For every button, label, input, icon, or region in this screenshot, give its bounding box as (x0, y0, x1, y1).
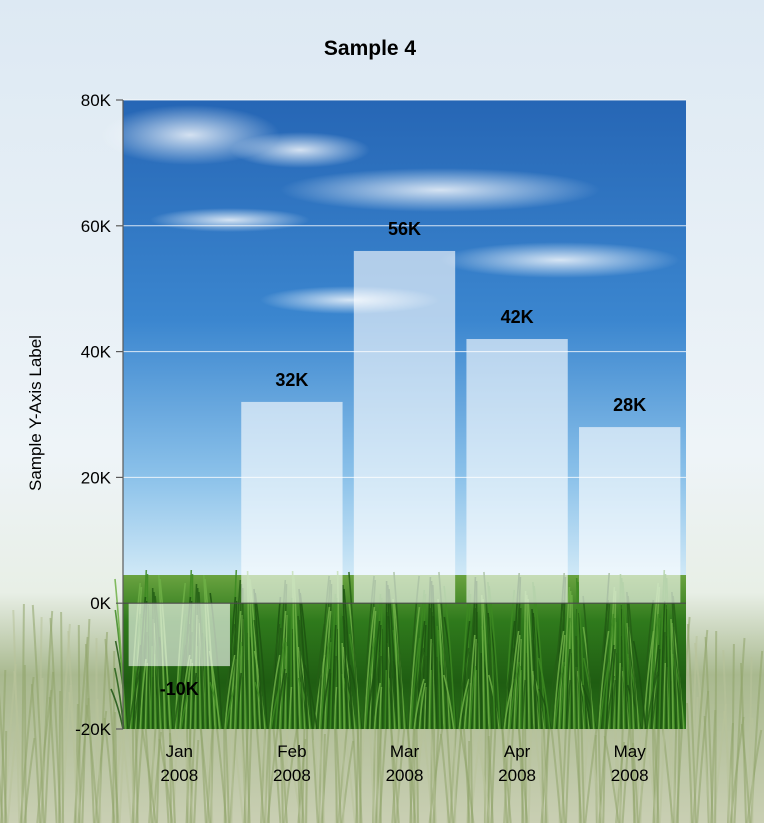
x-tick-label: Jan 2008 (160, 742, 198, 785)
data-label: 56K (388, 219, 421, 239)
y-tick-label: 20K (81, 468, 112, 487)
data-label: 42K (501, 307, 534, 327)
x-tick-label: May 2008 (611, 742, 649, 785)
axes (116, 99, 686, 730)
y-tick-labels: -20K 0K 20K 40K 60K 80K (75, 91, 112, 739)
y-axis-label: Sample Y-Axis Label (26, 335, 45, 491)
x-tick-label: Feb 2008 (273, 742, 311, 785)
bar (466, 339, 568, 604)
x-tick-label: Mar 2008 (386, 742, 424, 785)
x-tick-label: Apr 2008 (498, 742, 536, 785)
bar (128, 603, 230, 667)
y-tick-label: 60K (81, 217, 112, 236)
bar (241, 401, 343, 604)
chart-title: Sample 4 (324, 37, 417, 60)
bar (353, 250, 456, 604)
data-labels: -10K 32K 56K 42K 28K (160, 219, 646, 699)
bar (579, 427, 681, 604)
y-tick-label: -20K (75, 720, 112, 739)
y-tick-label: 40K (81, 343, 112, 362)
data-label: -10K (160, 679, 199, 699)
y-tick-label: 0K (90, 594, 111, 613)
data-label: 28K (613, 395, 646, 415)
x-tick-labels: Jan 2008 Feb 2008 Mar 2008 Apr 2008 May 2008 (160, 742, 648, 785)
y-tick-label: 80K (81, 91, 112, 110)
bars (128, 250, 681, 667)
data-label: 32K (275, 370, 308, 390)
